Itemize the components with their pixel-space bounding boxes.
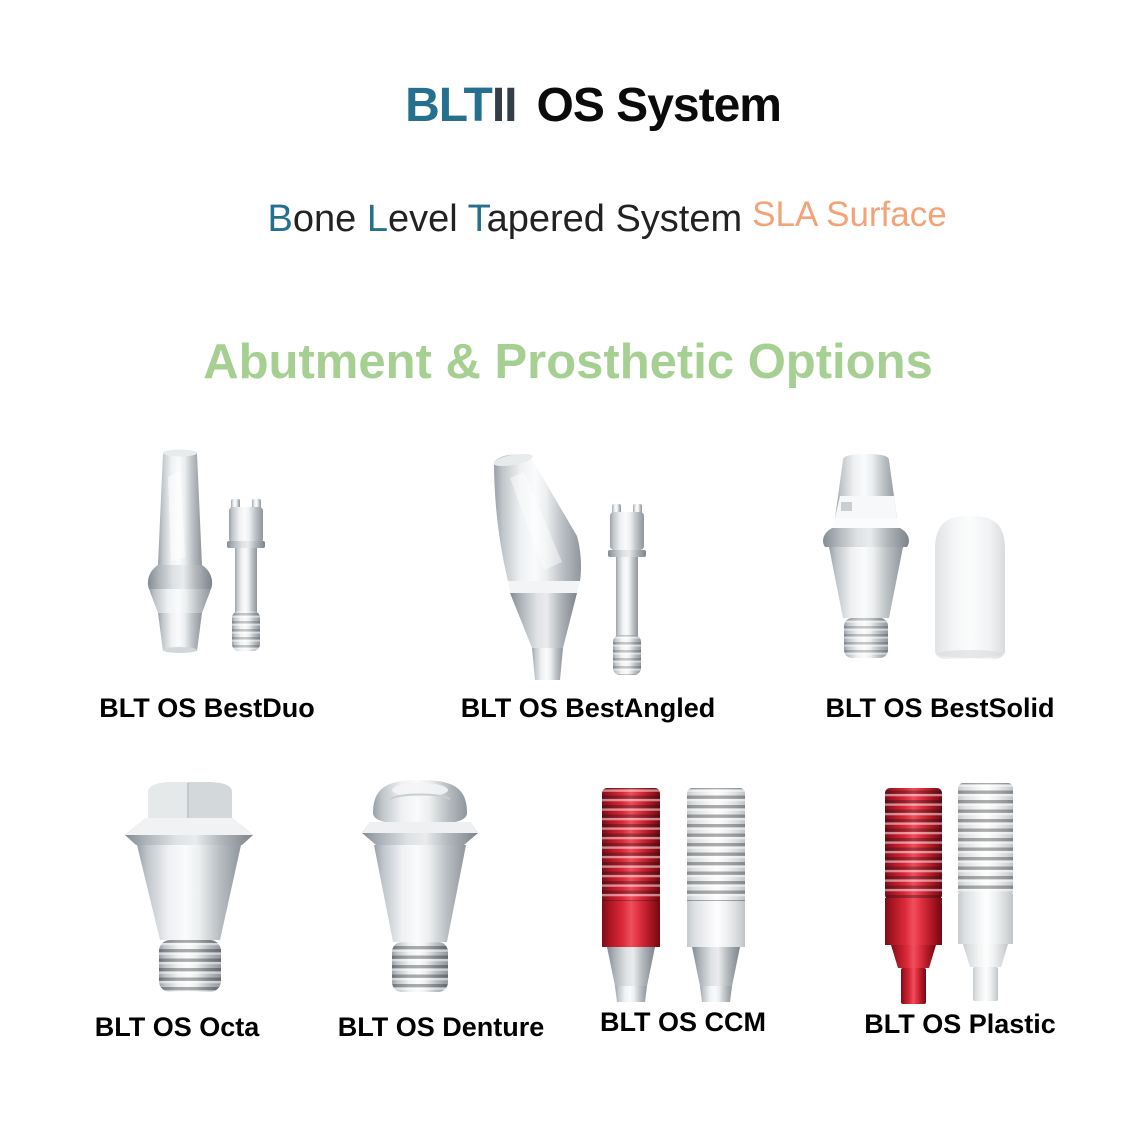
page-title: BLTII OS System [405, 79, 782, 132]
subtitle-l: L [366, 198, 388, 240]
subtitle-evel: evel [387, 198, 468, 240]
bestsolid-abutment [823, 454, 909, 658]
title-blt: BLT [405, 79, 493, 132]
denture-abutment [362, 780, 478, 992]
denture-illustration [362, 780, 478, 992]
subtitle-t: T [467, 198, 487, 240]
subtitle-sla-surface: SLA Surface [752, 195, 947, 234]
bestduo-screw [227, 499, 265, 651]
bestangled-abutment [493, 453, 581, 680]
plastic-white-cylinder [958, 783, 1013, 1001]
title-os-system: OS System [536, 79, 781, 132]
section-heading: Abutment & Prosthetic Options [203, 335, 933, 389]
bestangled-screw [608, 504, 646, 675]
subtitle-apered-system: apered System [486, 198, 743, 240]
product-label-plastic: BLT OS Plastic [864, 1009, 1056, 1039]
subtitle-b: B [267, 198, 293, 240]
title-ii: II [491, 79, 518, 132]
product-label-octa: BLT OS Octa [94, 1012, 260, 1042]
bestsolid-illustration [823, 454, 1005, 659]
product-label-ccm: BLT OS CCM [600, 1007, 766, 1037]
bestangled-illustration [493, 453, 646, 680]
ccm-illustration [602, 788, 745, 1002]
product-label-bestangled: BLT OS BestAngled [460, 693, 716, 723]
plastic-red-cylinder [885, 788, 942, 1004]
subtitle-one: one [292, 198, 367, 240]
bestduo-abutment [147, 449, 213, 653]
octa-abutment [125, 782, 253, 992]
bestsolid-cap [935, 516, 1005, 659]
page-subtitle: Bone Level Tapered System SLA Surface [225, 146, 947, 288]
ccm-red-cylinder [602, 788, 660, 1002]
product-label-denture: BLT OS Denture [337, 1012, 545, 1042]
octa-illustration [125, 782, 253, 992]
product-label-bestduo: BLT OS BestDuo [99, 693, 315, 723]
plastic-illustration [885, 783, 1013, 1004]
product-label-bestsolid: BLT OS BestSolid [825, 693, 1055, 723]
ccm-silver-cylinder [687, 788, 745, 1002]
bestduo-illustration [147, 449, 265, 653]
